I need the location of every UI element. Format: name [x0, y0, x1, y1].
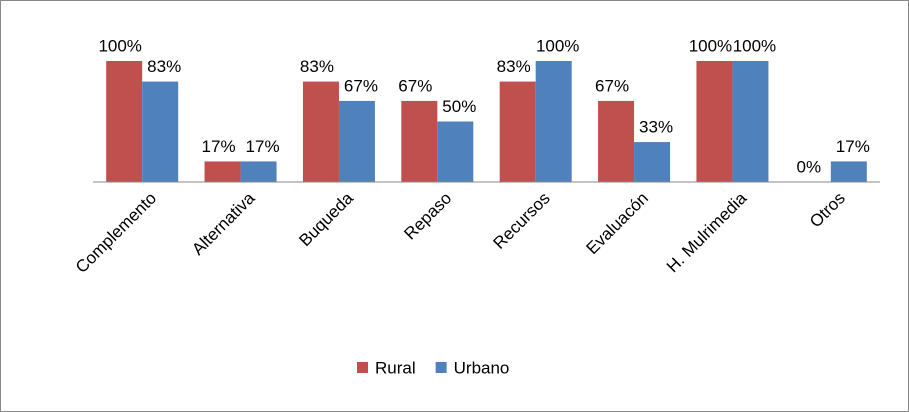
legend-swatch	[357, 362, 368, 373]
data-label: 83%	[147, 57, 181, 76]
data-label: 17%	[246, 137, 280, 156]
bar	[598, 100, 635, 182]
bar	[499, 81, 536, 182]
data-label: 100%	[98, 36, 141, 55]
bar	[634, 142, 671, 182]
bar	[240, 161, 277, 182]
bar	[204, 161, 241, 182]
bar	[142, 81, 179, 182]
data-label: 17%	[202, 137, 236, 156]
bar	[696, 61, 733, 182]
data-label: 50%	[442, 97, 476, 116]
bar	[401, 100, 438, 182]
data-label: 67%	[344, 76, 378, 95]
bar	[437, 121, 474, 182]
bar	[302, 81, 339, 182]
bar	[830, 161, 867, 182]
data-label: 33%	[639, 118, 673, 137]
legend-label: Rural	[375, 358, 416, 377]
data-label: 100%	[689, 36, 732, 55]
bar	[338, 100, 375, 182]
data-label: 67%	[398, 76, 432, 95]
data-label: 83%	[300, 57, 334, 76]
legend-label: Urbano	[454, 358, 510, 377]
data-label: 100%	[536, 36, 579, 55]
bar	[106, 61, 143, 182]
data-label: 83%	[497, 57, 531, 76]
data-label: 17%	[836, 137, 870, 156]
data-label: 100%	[733, 36, 776, 55]
data-label: 67%	[595, 76, 629, 95]
legend-swatch	[435, 362, 447, 373]
data-label: 0%	[797, 157, 822, 176]
bar	[535, 61, 572, 182]
bar	[732, 61, 769, 182]
